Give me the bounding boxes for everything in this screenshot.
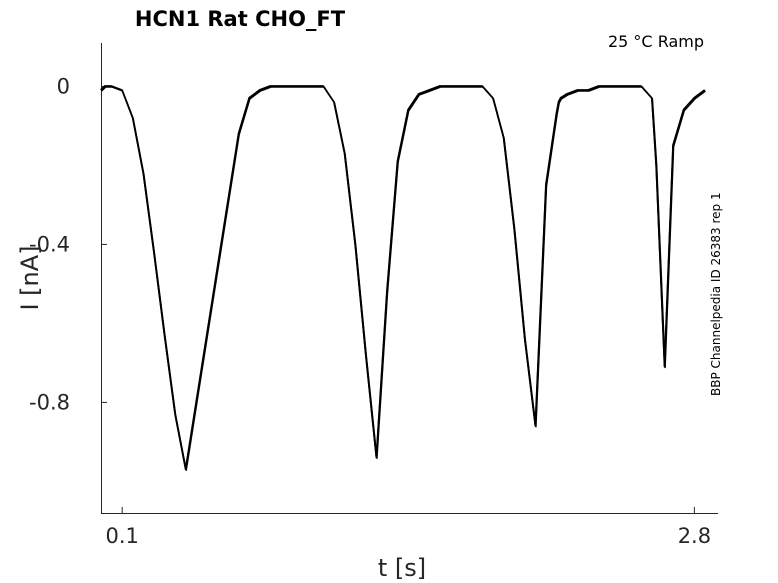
- current-trace: [100, 85, 706, 471]
- y-axis-ticks: 0 -0.4 -0.8: [29, 74, 107, 414]
- x-axis-label: t [s]: [378, 554, 426, 582]
- y-tick-label: -0.4: [29, 232, 70, 256]
- condition-label: 25 °C Ramp: [608, 32, 704, 51]
- x-axis-ticks: 0.1 2.8: [105, 507, 711, 548]
- y-tick-label: -0.8: [29, 390, 70, 414]
- x-tick-label: 2.8: [678, 524, 711, 548]
- current-traces: [100, 85, 706, 471]
- x-tick-label: 0.1: [105, 524, 138, 548]
- y-tick-label: 0: [57, 74, 70, 98]
- source-label: BBP Channelpedia ID 26383 rep 1: [709, 192, 723, 396]
- y-axis-label: I [nA]: [16, 245, 44, 310]
- current-trace-overlay: [101, 86, 706, 471]
- chart-title: HCN1 Rat CHO_FT: [135, 7, 346, 31]
- current-trace-overlay: [100, 85, 705, 470]
